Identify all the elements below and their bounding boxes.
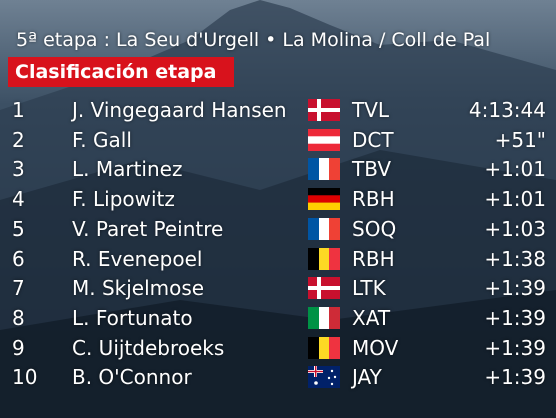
time-gap: +1:39 xyxy=(484,276,546,301)
rank: 5 xyxy=(12,216,25,241)
team-code: RBH xyxy=(352,246,395,271)
rider-name: J. Vingegaard Hansen xyxy=(72,98,287,122)
time-gap: +1:38 xyxy=(484,246,546,271)
stage-title: 5ª etapa : La Seu d'Urgell • La Molina /… xyxy=(16,29,491,51)
team-code: LTK xyxy=(352,276,386,301)
rider-name: B. O'Connor xyxy=(72,365,192,390)
rider-name: M. Skjelmose xyxy=(72,276,205,301)
country-flag xyxy=(308,277,340,300)
country-flag xyxy=(308,366,340,389)
rank: 7 xyxy=(12,276,25,301)
team-code: MOV xyxy=(352,335,399,360)
rider-name: L. Fortunato xyxy=(72,305,193,330)
time-gap: 4:13:44 xyxy=(468,98,546,122)
rank: 10 xyxy=(12,365,38,390)
country-flag xyxy=(308,306,340,329)
country-flag xyxy=(308,188,340,211)
team-code: JAY xyxy=(352,365,382,390)
time-gap: +1:01 xyxy=(484,157,546,182)
rank: 9 xyxy=(12,335,25,360)
rank: 6 xyxy=(12,246,25,271)
rider-name: V. Paret Peintre xyxy=(72,216,224,241)
rider-name: L. Martinez xyxy=(72,157,183,182)
time-gap: +1:01 xyxy=(484,187,546,212)
rider-name: F. Lipowitz xyxy=(72,187,175,212)
rank: 2 xyxy=(12,127,25,152)
team-code: TBV xyxy=(352,157,392,182)
time-gap: +1:03 xyxy=(484,216,546,241)
time-gap: +1:39 xyxy=(484,335,546,360)
country-flag xyxy=(308,158,340,181)
time-gap: +1:39 xyxy=(484,305,546,330)
rank: 4 xyxy=(12,187,25,212)
rider-name: R. Evenepoel xyxy=(72,246,203,271)
country-flag xyxy=(308,128,340,151)
country-flag xyxy=(308,336,340,359)
team-code: XAT xyxy=(352,305,391,330)
country-flag xyxy=(308,217,340,240)
time-gap: +51" xyxy=(494,127,546,152)
rank: 1 xyxy=(12,98,25,122)
team-code: SOQ xyxy=(352,216,397,241)
classification-label: Clasificación etapa xyxy=(8,57,234,87)
rank: 3 xyxy=(12,157,25,182)
country-flag xyxy=(308,247,340,270)
rank: 8 xyxy=(12,305,25,330)
team-code: TVL xyxy=(352,98,390,122)
team-code: DCT xyxy=(352,127,394,152)
rider-name: F. Gall xyxy=(72,127,132,152)
time-gap: +1:39 xyxy=(484,365,546,390)
team-code: RBH xyxy=(352,187,395,212)
country-flag xyxy=(308,99,340,121)
rider-name: C. Uijtdebroeks xyxy=(72,335,225,360)
